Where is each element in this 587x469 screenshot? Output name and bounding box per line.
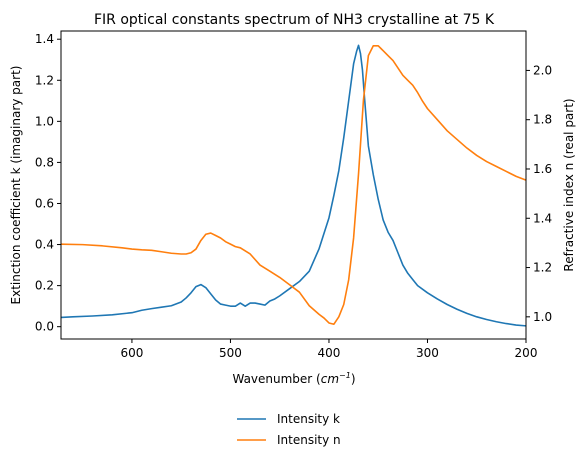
- y-left-axis-ticks: 0.0 0.2 0.4 0.6 0.8 1.0 1.2 1.4: [35, 32, 61, 334]
- series-layer: [60, 44, 527, 327]
- legend: Intensity k Intensity n: [237, 412, 341, 447]
- x-tick-label: 400: [318, 346, 341, 360]
- x-axis-label: Wavenumber (cm−1): [232, 371, 355, 386]
- legend-label-n: Intensity n: [277, 433, 341, 447]
- y-left-tick-label: 1.2: [35, 73, 54, 87]
- y-right-tick-label: 1.6: [533, 162, 552, 176]
- y-right-axis-label: Refractive index n (real part): [562, 98, 576, 271]
- y-left-tick-label: 1.4: [35, 32, 54, 46]
- plot-frame: [60, 30, 527, 340]
- y-right-tick-label: 2.0: [533, 63, 552, 77]
- y-left-tick-label: 0.8: [35, 155, 54, 169]
- series-line-n: [60, 44, 527, 326]
- x-tick-label: 200: [515, 346, 538, 360]
- x-axis-label-close: ): [351, 372, 356, 386]
- x-axis-label-main: Wavenumber (: [232, 372, 320, 386]
- y-right-tick-label: 1.0: [533, 310, 552, 324]
- y-left-axis-label: Extinction coefficient k (imaginary part…: [9, 66, 23, 305]
- y-left-tick-label: 1.0: [35, 114, 54, 128]
- series-line-k: [60, 44, 527, 327]
- x-tick-label: 600: [120, 346, 143, 360]
- y-left-tick-label: 0.4: [35, 238, 54, 252]
- x-tick-label: 300: [416, 346, 439, 360]
- y-left-tick-label: 0.6: [35, 196, 54, 210]
- y-right-tick-label: 1.8: [533, 113, 552, 127]
- x-axis-label-exponent: −1: [339, 371, 351, 380]
- chart-title: FIR optical constants spectrum of NH3 cr…: [94, 12, 495, 28]
- x-axis-label-unit: cm: [321, 372, 339, 386]
- y-right-tick-label: 1.2: [533, 261, 552, 275]
- y-right-axis-ticks: 1.0 1.2 1.4 1.6 1.8 2.0: [526, 63, 552, 324]
- x-axis-ticks: 600 500 400 300 200: [120, 339, 537, 360]
- y-right-tick-label: 1.4: [533, 211, 552, 225]
- legend-label-k: Intensity k: [277, 412, 340, 426]
- x-tick-label: 500: [219, 346, 242, 360]
- y-left-tick-label: 0.2: [35, 279, 54, 293]
- y-left-tick-label: 0.0: [35, 320, 54, 334]
